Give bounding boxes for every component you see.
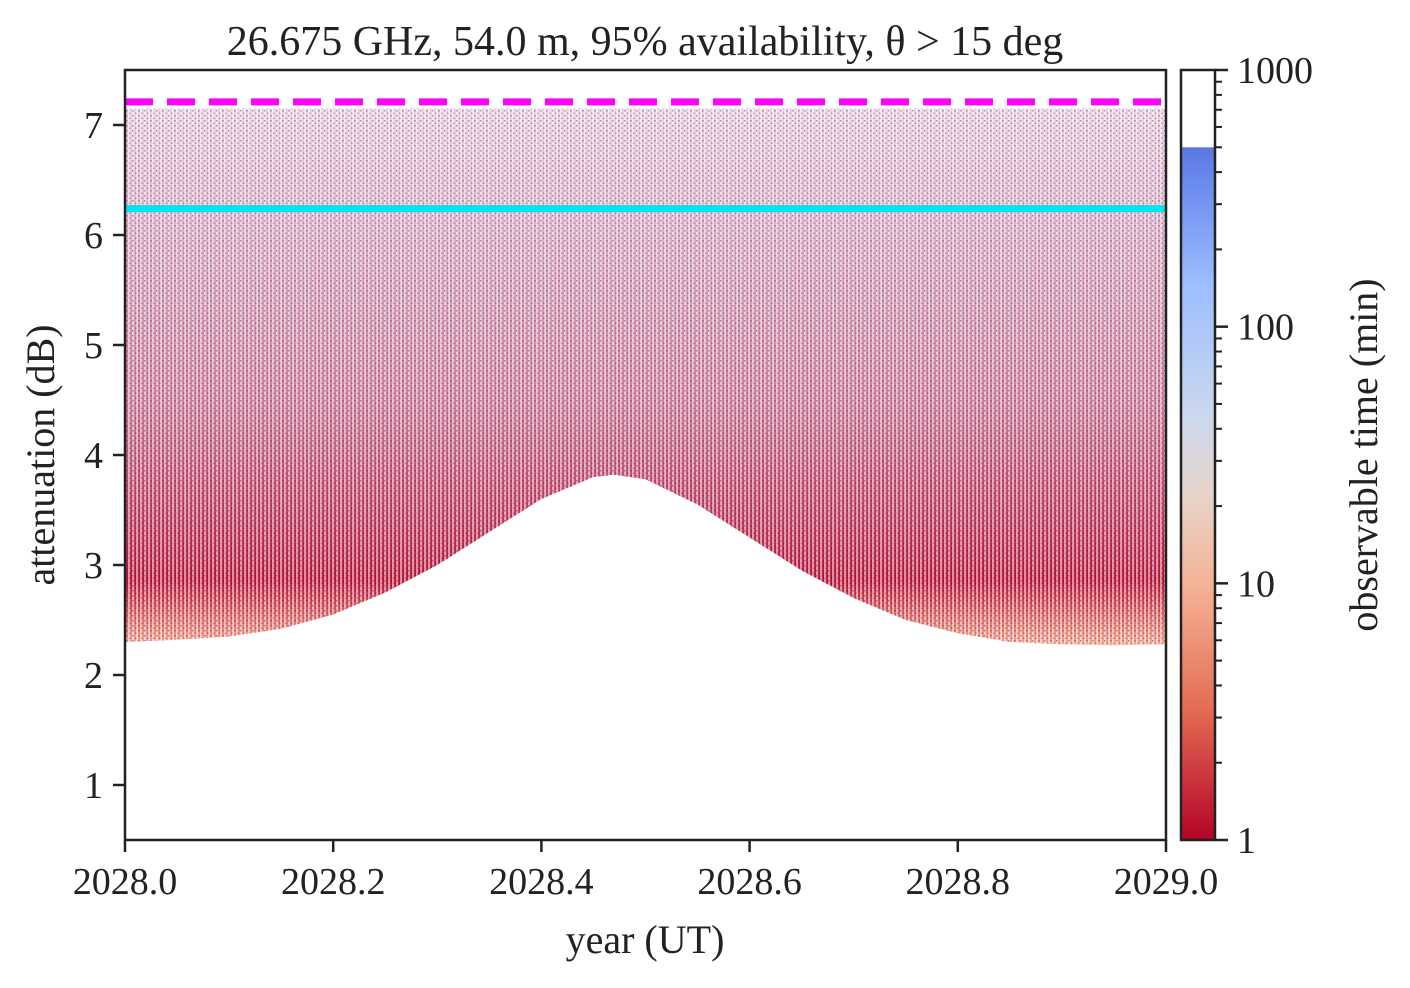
y-tick-label: 2 [84, 655, 103, 697]
y-tick-label: 5 [84, 325, 103, 367]
x-tick-label: 2028.6 [697, 861, 802, 903]
x-tick-label: 2028.4 [489, 861, 594, 903]
y-tick-label: 4 [84, 435, 103, 477]
x-tick-label: 2028.8 [906, 861, 1011, 903]
y-axis: 1 2 3 4 5 6 7 [84, 105, 125, 807]
x-tick-label: 2029.0 [1114, 861, 1219, 903]
colorbar-tick-label: 100 [1237, 307, 1294, 349]
chart-title: 26.675 GHz, 54.0 m, 95% availability, θ … [227, 19, 1064, 65]
y-axis-label: attenuation (dB) [18, 324, 63, 585]
x-axis: 2028.0 2028.2 2028.4 2028.6 2028.8 2029.0 [73, 840, 1219, 903]
reference-lines [125, 98, 1166, 213]
y-tick-label: 7 [84, 105, 103, 147]
x-axis-label: year (UT) [566, 917, 725, 962]
colorbar-ticks: 1 10 100 1000 [1215, 50, 1313, 862]
colorbar-fill [1181, 70, 1215, 840]
y-tick-label: 1 [84, 765, 103, 807]
y-tick-label: 6 [84, 215, 103, 257]
x-tick-label: 2028.2 [281, 861, 386, 903]
colorbar-tick-label: 10 [1237, 563, 1275, 605]
colorbar: 1 10 100 1000 [1179, 50, 1313, 862]
y-tick-label: 3 [84, 545, 103, 587]
colorbar-empty-top [1181, 70, 1215, 148]
colorbar-frame [1179, 68, 1217, 842]
colorbar-label: observable time (min) [1341, 278, 1386, 631]
heatmap-dots [125, 108, 1166, 646]
colorbar-tick-label: 1 [1237, 820, 1256, 862]
colorbar-tick-label: 1000 [1237, 50, 1313, 92]
x-tick-label: 2028.0 [73, 861, 178, 903]
heatmap-region [125, 108, 1166, 646]
